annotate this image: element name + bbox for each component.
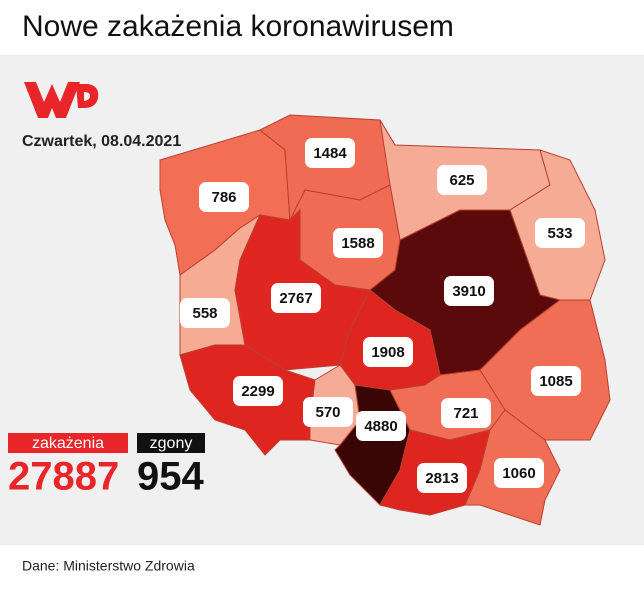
- cases-label: zakażenia: [32, 435, 104, 452]
- region-label-box: [441, 398, 491, 428]
- region-value: 625: [449, 172, 474, 189]
- region-label-box: [303, 397, 353, 427]
- region-label-box: [233, 376, 283, 406]
- region-label-box: [494, 458, 544, 488]
- region-value: 1908: [371, 344, 404, 361]
- cases-badge: [8, 433, 128, 453]
- region-label-box: [271, 283, 321, 313]
- date: Czwartek, 08.04.2021: [22, 133, 181, 150]
- region-value: 3910: [452, 283, 485, 300]
- cases-total: 27887: [8, 455, 119, 499]
- region-label-box: [437, 165, 487, 195]
- region-value: 2813: [425, 470, 458, 487]
- region-value: 2767: [279, 290, 312, 307]
- region-label-box: [199, 182, 249, 212]
- region-label-box: [444, 276, 494, 306]
- logo: [24, 82, 99, 118]
- source: Dane: Ministerstwo Zdrowia: [22, 558, 195, 574]
- region-label-box: [333, 228, 383, 258]
- region-label-box: [535, 218, 585, 248]
- region-label-box: [356, 411, 406, 441]
- region-value: 558: [192, 305, 217, 322]
- region-value: 533: [547, 225, 572, 242]
- region-label-box: [531, 366, 581, 396]
- title: Nowe zakażenia koronawirusem: [22, 10, 454, 43]
- region-value: 1085: [539, 373, 572, 390]
- region-label-box: [305, 138, 355, 168]
- deaths-badge: [137, 433, 205, 453]
- region-value: 1060: [502, 465, 535, 482]
- region-value: 2299: [241, 383, 274, 400]
- deaths-total: 954: [137, 455, 204, 499]
- region-value: 4880: [364, 418, 397, 435]
- region-label-box: [363, 337, 413, 367]
- region-value: 786: [211, 189, 236, 206]
- region-value: 1588: [341, 235, 374, 252]
- region-label-box: [417, 463, 467, 493]
- region-value: 1484: [313, 145, 347, 162]
- region-label-box: [180, 298, 230, 328]
- deaths-label: zgony: [150, 435, 193, 452]
- region-value: 570: [315, 404, 340, 421]
- region-value: 721: [453, 405, 478, 422]
